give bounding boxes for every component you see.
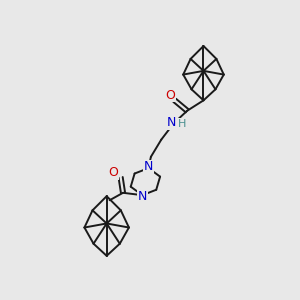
Text: N: N	[144, 160, 154, 173]
Text: H: H	[178, 118, 186, 128]
Text: N: N	[167, 116, 176, 129]
Text: N: N	[138, 190, 147, 203]
Text: O: O	[165, 88, 175, 101]
Text: O: O	[108, 167, 118, 179]
